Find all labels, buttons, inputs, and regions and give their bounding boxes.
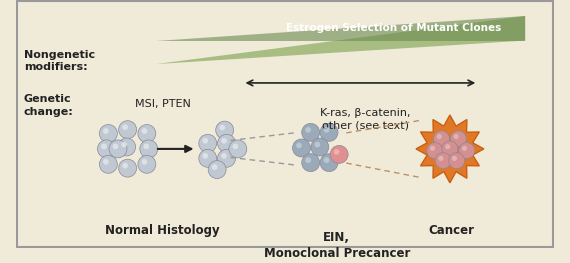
Circle shape <box>233 144 238 149</box>
Circle shape <box>306 127 311 133</box>
Text: Estrogen Selection of Mutant Clones: Estrogen Selection of Mutant Clones <box>286 23 501 33</box>
Circle shape <box>434 131 450 147</box>
Text: Nongenetic
modifiers:: Nongenetic modifiers: <box>24 50 95 72</box>
Text: Cancer: Cancer <box>429 224 475 237</box>
Circle shape <box>320 123 338 141</box>
Polygon shape <box>416 115 484 183</box>
Circle shape <box>292 139 311 157</box>
Text: MSI, PTEN: MSI, PTEN <box>135 99 190 109</box>
Text: EIN,
Monoclonal Precancer: EIN, Monoclonal Precancer <box>264 231 410 260</box>
Circle shape <box>229 140 247 158</box>
Text: Normal Histology: Normal Histology <box>105 224 220 237</box>
Circle shape <box>113 144 119 149</box>
Circle shape <box>462 146 467 151</box>
Circle shape <box>442 141 458 157</box>
Circle shape <box>202 138 208 144</box>
Circle shape <box>435 153 451 169</box>
Circle shape <box>138 125 156 143</box>
Polygon shape <box>156 16 526 41</box>
Circle shape <box>199 149 217 167</box>
Circle shape <box>99 125 117 143</box>
Circle shape <box>302 123 320 141</box>
Circle shape <box>122 163 128 169</box>
Circle shape <box>445 144 450 149</box>
Circle shape <box>221 138 227 144</box>
Circle shape <box>296 143 302 148</box>
Circle shape <box>141 159 147 165</box>
Circle shape <box>117 138 136 156</box>
Circle shape <box>218 149 235 167</box>
Circle shape <box>119 159 137 177</box>
Circle shape <box>452 156 457 161</box>
FancyBboxPatch shape <box>17 1 553 247</box>
Circle shape <box>438 156 443 161</box>
Circle shape <box>140 140 158 158</box>
Circle shape <box>306 157 311 163</box>
Circle shape <box>122 124 128 130</box>
Circle shape <box>109 140 127 158</box>
Circle shape <box>103 128 109 134</box>
Circle shape <box>121 141 127 147</box>
Text: K-ras, β-catenin,
other (see text): K-ras, β-catenin, other (see text) <box>320 108 410 131</box>
Circle shape <box>199 134 217 152</box>
Circle shape <box>437 134 442 139</box>
Circle shape <box>144 144 149 149</box>
Circle shape <box>315 142 320 148</box>
Circle shape <box>430 146 435 151</box>
Circle shape <box>141 128 147 134</box>
Circle shape <box>311 138 329 156</box>
Circle shape <box>302 154 320 172</box>
Circle shape <box>202 153 208 159</box>
Circle shape <box>219 125 225 130</box>
Circle shape <box>324 127 329 133</box>
Circle shape <box>212 164 218 170</box>
Circle shape <box>459 143 475 159</box>
Circle shape <box>449 153 465 169</box>
Circle shape <box>427 143 443 159</box>
Circle shape <box>97 140 115 158</box>
Circle shape <box>334 149 340 155</box>
Circle shape <box>330 145 348 163</box>
Circle shape <box>119 121 137 139</box>
Circle shape <box>450 131 466 147</box>
Circle shape <box>99 155 117 173</box>
Circle shape <box>103 159 109 165</box>
Circle shape <box>324 157 329 163</box>
Circle shape <box>221 153 227 159</box>
Circle shape <box>208 161 226 179</box>
Circle shape <box>215 121 234 139</box>
Circle shape <box>218 134 235 152</box>
Circle shape <box>320 154 338 172</box>
Circle shape <box>138 155 156 173</box>
Polygon shape <box>156 16 526 64</box>
Text: Genetic
change:: Genetic change: <box>24 94 74 117</box>
Circle shape <box>101 144 107 149</box>
Circle shape <box>454 134 459 139</box>
